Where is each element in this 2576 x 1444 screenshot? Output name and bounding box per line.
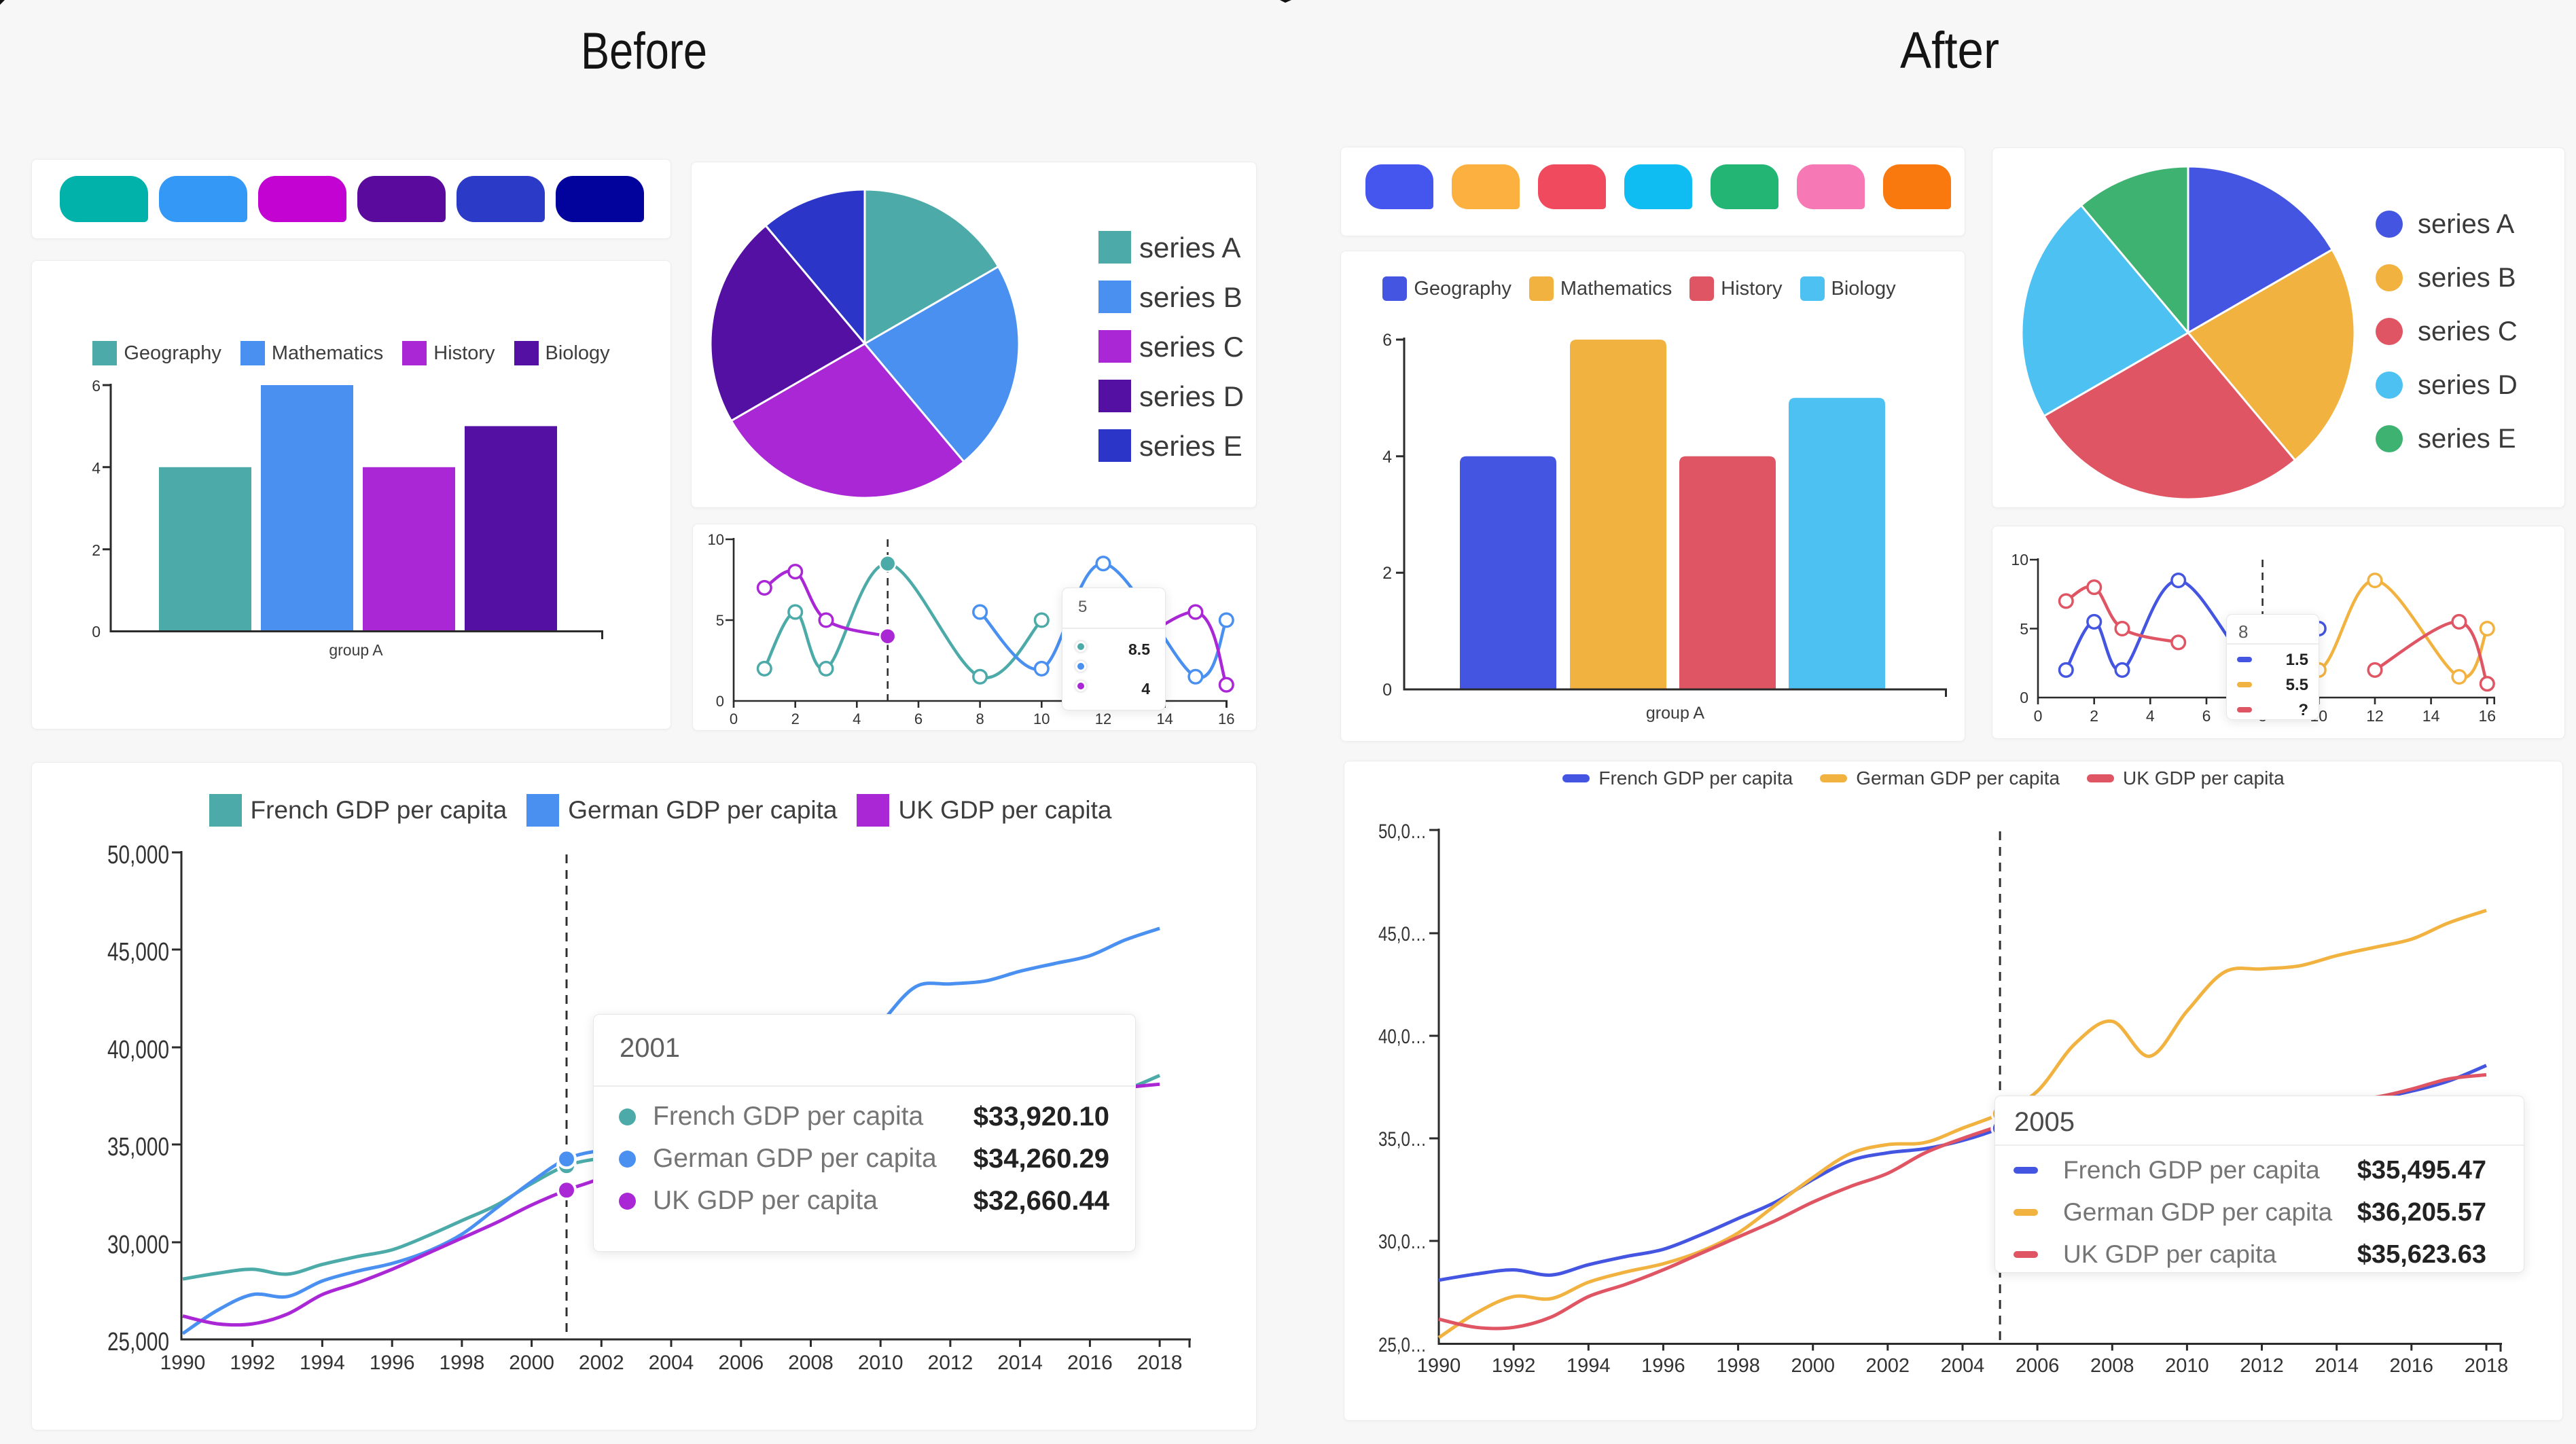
svg-text:2000: 2000 [509, 1352, 554, 1374]
svg-text:14: 14 [2422, 707, 2440, 725]
svg-text:10: 10 [2011, 551, 2028, 568]
svg-text:2012: 2012 [928, 1352, 973, 1374]
svg-text:40,0…: 40,0… [1378, 1026, 1427, 1048]
svg-text:0: 0 [2020, 689, 2028, 706]
svg-text:1990: 1990 [1417, 1355, 1461, 1377]
svg-text:2: 2 [1382, 564, 1392, 583]
svg-text:16: 16 [1218, 710, 1234, 727]
svg-text:Before: Before [581, 22, 707, 80]
svg-text:2006: 2006 [718, 1352, 764, 1374]
svg-text:16: 16 [2479, 707, 2497, 725]
svg-text:2008: 2008 [2090, 1355, 2134, 1377]
svg-text:35,000: 35,000 [107, 1133, 169, 1161]
svg-text:2004: 2004 [649, 1352, 694, 1374]
svg-text:12: 12 [2366, 707, 2384, 725]
svg-text:12: 12 [1095, 710, 1111, 727]
svg-text:35,0…: 35,0… [1378, 1128, 1427, 1151]
svg-text:2018: 2018 [1137, 1352, 1183, 1374]
svg-text:2014: 2014 [997, 1352, 1043, 1374]
svg-text:1996: 1996 [1641, 1355, 1685, 1377]
svg-text:1996: 1996 [370, 1352, 415, 1374]
svg-text:2010: 2010 [2165, 1355, 2209, 1377]
svg-text:5: 5 [2020, 620, 2028, 638]
svg-text:2002: 2002 [1866, 1355, 1910, 1377]
svg-text:4: 4 [92, 459, 101, 477]
svg-text:6: 6 [92, 377, 101, 395]
svg-text:25,0…: 25,0… [1378, 1334, 1427, 1356]
svg-text:30,000: 30,000 [107, 1231, 169, 1259]
svg-text:50,000: 50,000 [107, 841, 169, 869]
svg-text:2014: 2014 [2314, 1355, 2359, 1377]
svg-text:1998: 1998 [440, 1352, 485, 1374]
svg-text:2: 2 [92, 541, 101, 559]
svg-text:50,0…: 50,0… [1378, 820, 1427, 843]
svg-text:0: 0 [716, 693, 724, 710]
svg-text:5: 5 [716, 612, 724, 629]
svg-text:2016: 2016 [1067, 1352, 1113, 1374]
svg-text:2008: 2008 [788, 1352, 834, 1374]
svg-text:2: 2 [791, 710, 800, 727]
svg-text:8: 8 [976, 710, 984, 727]
svg-text:2016: 2016 [2390, 1355, 2434, 1377]
svg-text:1998: 1998 [1716, 1355, 1760, 1377]
svg-text:6: 6 [914, 710, 923, 727]
svg-text:2004: 2004 [1941, 1355, 1985, 1377]
svg-text:40,000: 40,000 [107, 1036, 169, 1064]
svg-text:2006: 2006 [2016, 1355, 2060, 1377]
svg-text:1994: 1994 [300, 1352, 345, 1374]
svg-text:0: 0 [730, 710, 738, 727]
svg-text:0: 0 [2034, 707, 2043, 725]
svg-text:4: 4 [853, 710, 861, 727]
svg-text:1992: 1992 [1492, 1355, 1536, 1377]
svg-text:0: 0 [92, 623, 101, 640]
svg-text:1994: 1994 [1567, 1355, 1611, 1377]
svg-text:2002: 2002 [579, 1352, 624, 1374]
svg-text:4: 4 [1382, 448, 1392, 467]
svg-text:After: After [1900, 22, 1999, 79]
svg-text:45,0…: 45,0… [1378, 923, 1427, 945]
svg-text:2012: 2012 [2240, 1355, 2284, 1377]
svg-text:6: 6 [1382, 331, 1392, 350]
svg-text:30,0…: 30,0… [1378, 1231, 1427, 1253]
svg-text:group A: group A [1646, 704, 1705, 723]
svg-text:10: 10 [1033, 710, 1050, 727]
svg-text:2000: 2000 [1791, 1355, 1835, 1377]
svg-text:10: 10 [708, 531, 724, 548]
svg-text:1990: 1990 [160, 1352, 206, 1374]
svg-text:25,000: 25,000 [107, 1328, 169, 1356]
svg-text:2018: 2018 [2465, 1355, 2509, 1377]
svg-text:1992: 1992 [230, 1352, 275, 1374]
svg-text:6: 6 [2202, 707, 2211, 725]
svg-text:14: 14 [1156, 710, 1173, 727]
svg-text:group A: group A [329, 641, 383, 659]
svg-text:0: 0 [1382, 681, 1392, 700]
svg-text:2: 2 [2090, 707, 2098, 725]
svg-text:4: 4 [2146, 707, 2155, 725]
svg-text:45,000: 45,000 [107, 938, 169, 967]
svg-text:2010: 2010 [858, 1352, 904, 1374]
